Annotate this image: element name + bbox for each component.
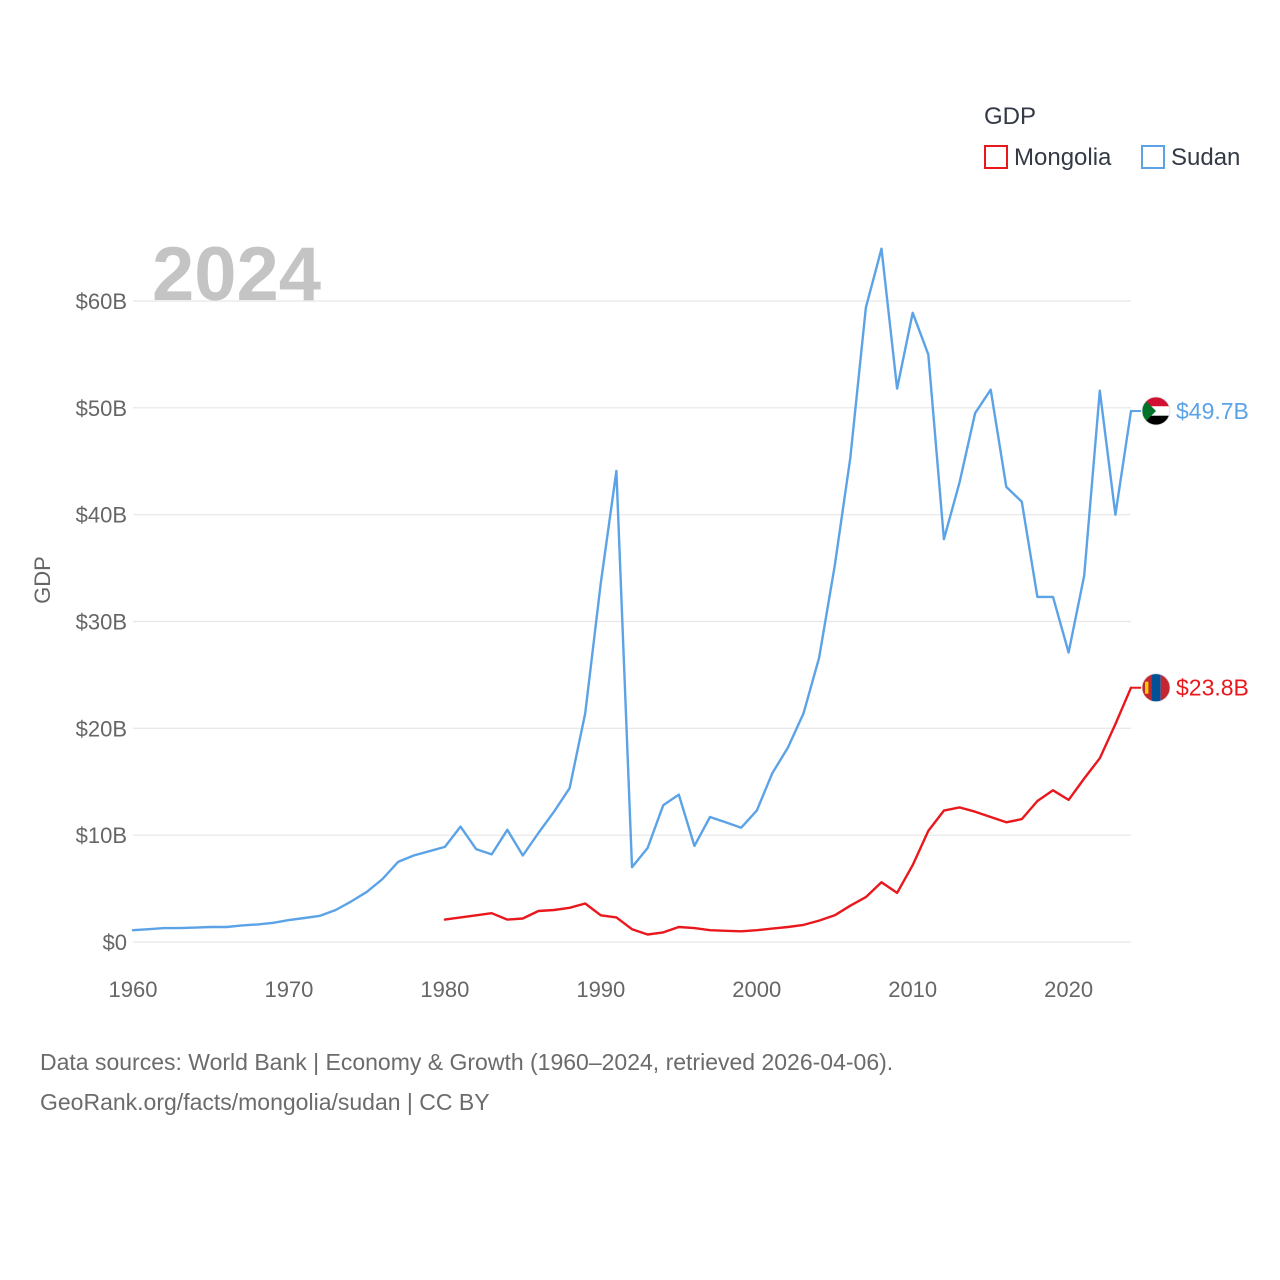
legend[interactable]: GDP Mongolia Sudan: [984, 103, 1240, 171]
x-tick-label: 1970: [264, 977, 313, 1002]
y-axis-label: GDP: [30, 556, 55, 604]
x-tick-label: 2010: [888, 977, 937, 1002]
y-tick-label: $20B: [76, 716, 127, 741]
legend-title: GDP: [984, 103, 1036, 130]
y-tick-label: $30B: [76, 610, 127, 635]
footer-credit: GeoRank.org/facts/mongolia/sudan | CC BY: [40, 1089, 490, 1115]
x-tick-label: 1990: [576, 977, 625, 1002]
sudan-flag-icon: [1141, 396, 1171, 426]
legend-label-mongolia[interactable]: Mongolia: [1014, 144, 1112, 171]
legend-swatch-mongolia[interactable]: [984, 145, 1008, 169]
x-tick-label: 1980: [420, 977, 469, 1002]
mongolia-flag-icon: [1141, 673, 1171, 703]
x-tick-label: 2000: [732, 977, 781, 1002]
legend-swatch-sudan[interactable]: [1141, 145, 1165, 169]
end-label-mongolia: $23.8B: [1176, 675, 1249, 701]
end-label-sudan: $49.7B: [1176, 398, 1249, 424]
x-tick-label: 2020: [1044, 977, 1093, 1002]
end-markers: $49.7B $23.8B: [1141, 396, 1249, 703]
footer-sources: Data sources: World Bank | Economy & Gro…: [40, 1049, 894, 1075]
legend-label-sudan[interactable]: Sudan: [1171, 144, 1240, 171]
x-tick-labels: 1960 1970 1980 1990 2000 2010 2020: [109, 977, 1094, 1002]
y-tick-label: $50B: [76, 396, 127, 421]
x-tick-label: 1960: [109, 977, 158, 1002]
year-label: 2024: [152, 232, 321, 317]
y-tick-label: $0: [103, 930, 127, 955]
y-tick-label: $60B: [76, 289, 127, 314]
series-line-sudan: [131, 247, 1133, 932]
footer: Data sources: World Bank | Economy & Gro…: [40, 1042, 1240, 1122]
series-line-mongolia: [443, 686, 1133, 936]
series-lines: [131, 247, 1141, 936]
gridlines: [133, 300, 1131, 943]
y-tick-label: $10B: [76, 823, 127, 848]
y-tick-label: $40B: [76, 503, 127, 528]
y-tick-labels: $0 $10B $20B $30B $40B $50B $60B: [76, 289, 127, 955]
